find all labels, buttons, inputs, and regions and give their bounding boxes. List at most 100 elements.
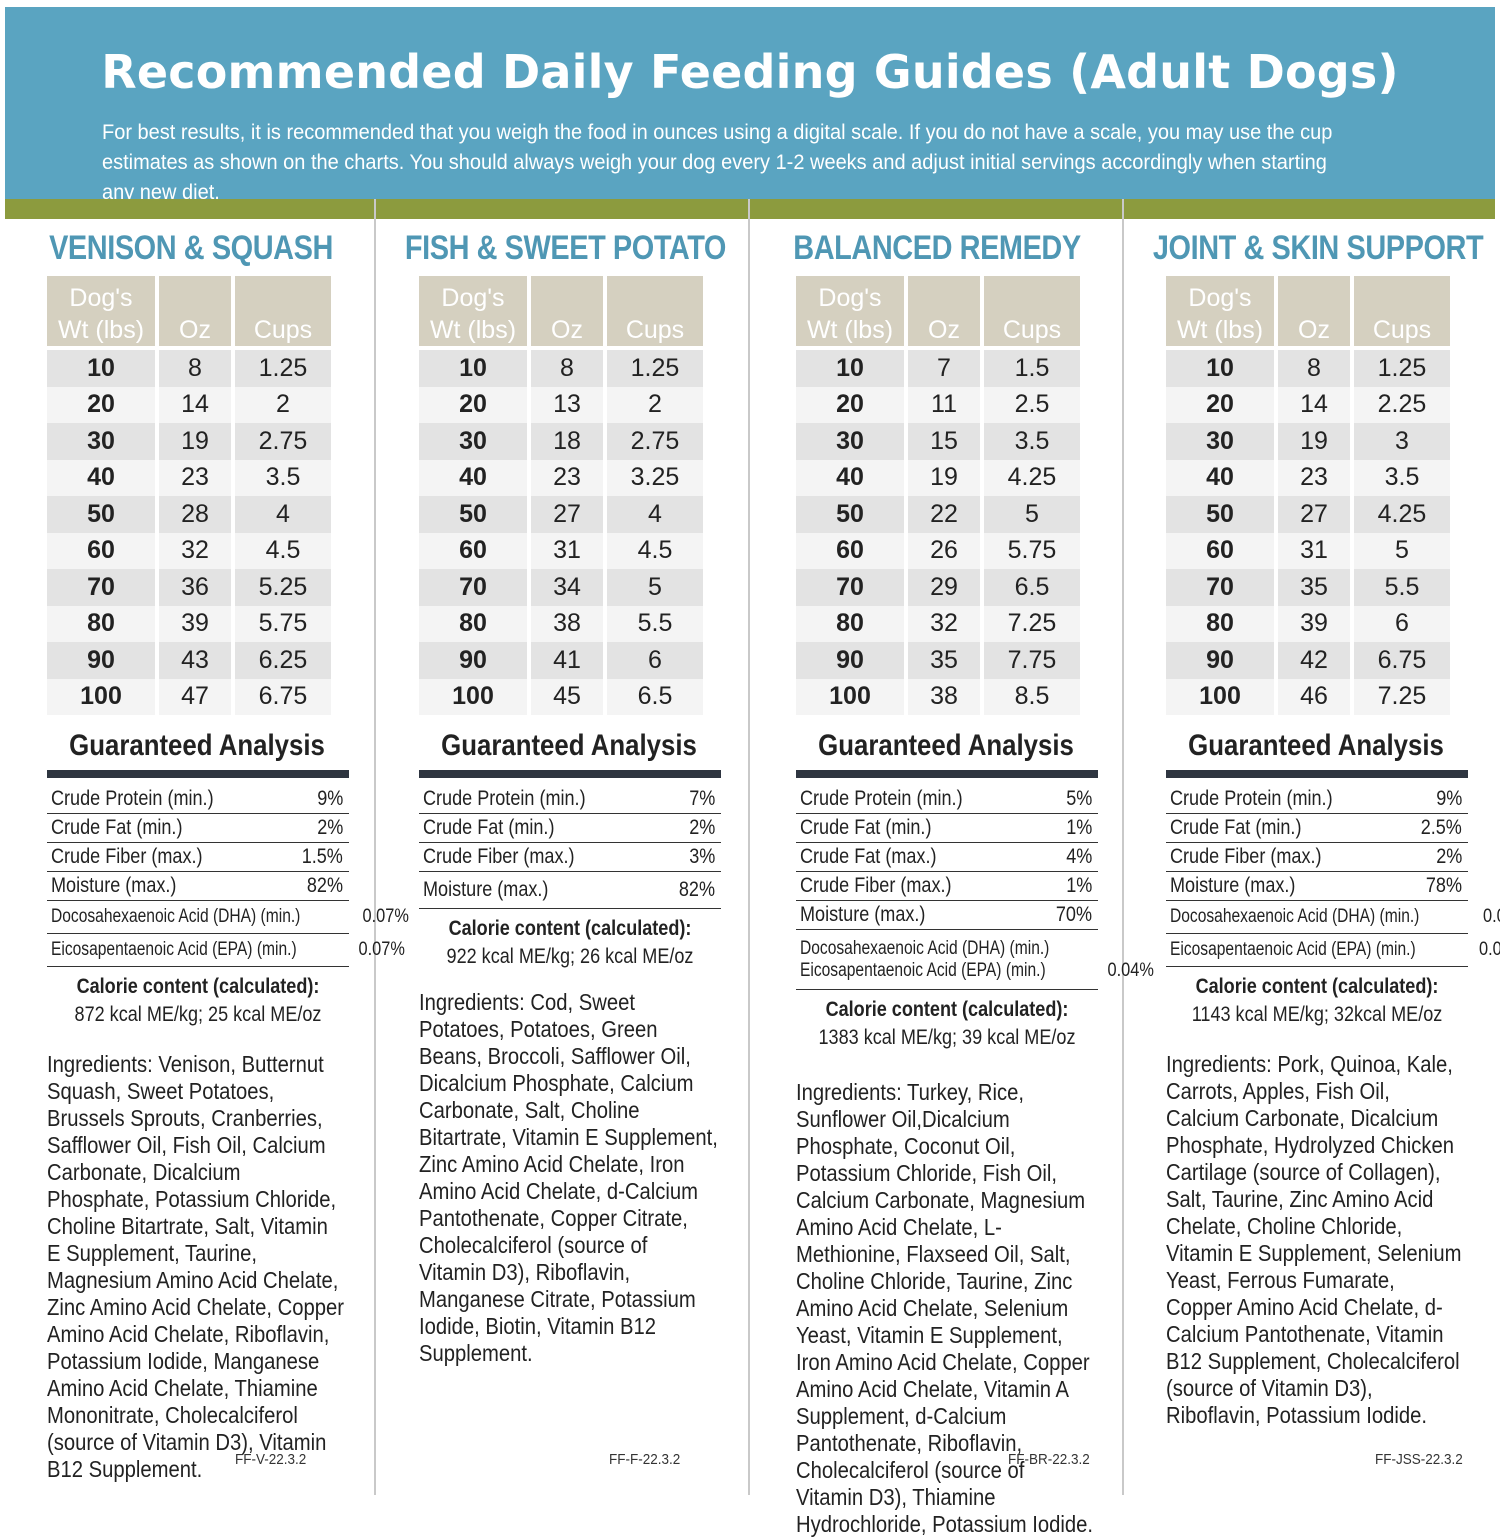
analysis-title: Guaranteed Analysis xyxy=(69,729,325,762)
analysis-label: Crude Fat (min.) xyxy=(51,816,183,839)
analysis-value: 0.035% xyxy=(1478,939,1500,960)
calorie-content: Calorie content (calculated): 1383 kcal M… xyxy=(796,996,1098,1052)
analysis-value: 3% xyxy=(688,845,715,868)
header-dog-weight: Dog's Wt (lbs) xyxy=(796,276,904,346)
header-dog-weight: Dog's Wt (lbs) xyxy=(1166,276,1274,346)
header-dog-weight-line2: Wt (lbs) xyxy=(429,316,517,344)
table-row: 80 39 5.75 xyxy=(47,605,331,642)
cell-oz: 43 xyxy=(159,642,231,679)
table-row: 10 7 1.5 xyxy=(796,350,1080,387)
cell-weight: 60 xyxy=(1166,532,1274,569)
analysis-value: 78% xyxy=(1425,874,1462,897)
analysis-label: Crude Fat (min.) xyxy=(1170,816,1302,839)
analysis-title: Guaranteed Analysis xyxy=(1188,729,1444,762)
analysis-row: Crude Fiber (max.) 1% xyxy=(796,872,1098,901)
analysis-value: 0.07% xyxy=(362,906,409,927)
calorie-content: Calorie content (calculated): 1143 kcal M… xyxy=(1166,973,1468,1029)
cell-cups: 3.5 xyxy=(1354,459,1450,496)
column-title: JOINT & SKIN SUPPORT xyxy=(1152,229,1484,267)
analysis-label: Crude Protein (min.) xyxy=(423,787,586,810)
header-oz: Oz xyxy=(159,276,231,346)
cell-oz: 29 xyxy=(908,569,980,606)
cell-oz: 15 xyxy=(908,423,980,460)
cell-cups: 3.5 xyxy=(235,459,331,496)
cell-oz: 36 xyxy=(159,569,231,606)
cell-cups: 4 xyxy=(607,496,703,533)
analysis-row: Moisture (max.) 70% xyxy=(796,901,1098,930)
cell-oz: 38 xyxy=(908,678,980,715)
cell-weight: 80 xyxy=(47,605,155,642)
product-code: FF-F-22.3.2 xyxy=(609,1451,681,1468)
cell-weight: 60 xyxy=(796,532,904,569)
calorie-value: 1383 kcal ME/kg; 39 kcal ME/oz xyxy=(818,1026,1076,1049)
column-joint-skin-support: JOINT & SKIN SUPPORT Dog's Wt (lbs) Oz Cups 1… xyxy=(1125,219,1500,1495)
analysis-row: Moisture (max.) 82% xyxy=(419,872,721,909)
analysis-label: Eicosapentaenoic Acid (EPA) (min.) xyxy=(800,959,1046,981)
table-row: 80 32 7.25 xyxy=(796,605,1080,642)
cell-weight: 30 xyxy=(419,423,527,460)
cell-weight: 50 xyxy=(796,496,904,533)
cell-cups: 3.25 xyxy=(607,459,703,496)
table-row: 100 46 7.25 xyxy=(1166,678,1450,715)
analysis-value: 0.025% xyxy=(1483,906,1500,927)
cell-weight: 90 xyxy=(796,642,904,679)
analysis-row: Docosahexaenoic Acid (DHA) (min.) 0.07% xyxy=(47,901,409,934)
table-row: 40 19 4.25 xyxy=(796,459,1080,496)
analysis-value: 2% xyxy=(688,816,715,839)
table-row: 50 27 4 xyxy=(419,496,703,533)
cell-oz: 23 xyxy=(531,459,603,496)
table-row: 90 43 6.25 xyxy=(47,642,331,679)
table-row: 60 31 5 xyxy=(1166,532,1450,569)
cell-cups: 8.5 xyxy=(984,678,1080,715)
analysis-rule xyxy=(1166,770,1468,778)
analysis-row: Crude Fat (min.) 2.5% xyxy=(1166,814,1468,843)
cell-weight: 10 xyxy=(47,350,155,387)
cell-cups: 5.75 xyxy=(235,605,331,642)
analysis-row: Moisture (max.) 82% xyxy=(47,872,349,901)
cell-cups: 4.5 xyxy=(607,532,703,569)
cell-cups: 2 xyxy=(235,386,331,423)
cell-weight: 100 xyxy=(796,678,904,715)
analysis-value: 2.5% xyxy=(1420,816,1462,839)
analysis-row: Moisture (max.) 78% xyxy=(1166,872,1468,901)
analysis-label: Eicosapentaenoic Acid (EPA) (min.) xyxy=(51,939,297,960)
cell-cups: 5 xyxy=(607,569,703,606)
table-row: 20 11 2.5 xyxy=(796,386,1080,423)
table-row: 60 32 4.5 xyxy=(47,532,331,569)
analysis-label: Docosahexaenoic Acid (DHA) (min.) xyxy=(800,937,1050,959)
cell-oz: 11 xyxy=(908,386,980,423)
cell-oz: 27 xyxy=(531,496,603,533)
cell-cups: 5.5 xyxy=(1354,569,1450,606)
cell-oz: 26 xyxy=(908,532,980,569)
analysis-value: 1% xyxy=(1065,874,1092,897)
cell-cups: 4.5 xyxy=(235,532,331,569)
cell-cups: 6.5 xyxy=(607,678,703,715)
table-row: 90 41 6 xyxy=(419,642,703,679)
analysis-row: Crude Fiber (max.) 3% xyxy=(419,843,721,872)
table-row: 40 23 3.5 xyxy=(47,459,331,496)
table-row: 70 29 6.5 xyxy=(796,569,1080,606)
header-cups: Cups xyxy=(235,276,331,346)
cell-cups: 5.75 xyxy=(984,532,1080,569)
feeding-table: Dog's Wt (lbs) Oz Cups 10 8 1.25 20 13 2 30 18 2.75 4… xyxy=(415,276,707,715)
cell-cups: 7.25 xyxy=(1354,678,1450,715)
column-fish-sweet-potato: FISH & SWEET POTATO Dog's Wt (lbs) Oz Cups 10… xyxy=(377,219,749,1495)
cell-oz: 22 xyxy=(908,496,980,533)
analysis-label: Crude Fiber (max.) xyxy=(1170,845,1322,868)
analysis-label: Crude Protein (min.) xyxy=(1170,787,1333,810)
feeding-guide-page: Recommended Daily Feeding Guides (Adult … xyxy=(5,7,1500,1537)
calorie-label: Calorie content (calculated): xyxy=(448,917,692,940)
header-dog-weight-line2: Wt (lbs) xyxy=(57,316,145,344)
cell-oz: 27 xyxy=(1278,496,1350,533)
column-divider xyxy=(748,199,750,1495)
cell-weight: 60 xyxy=(419,532,527,569)
cell-oz: 7 xyxy=(908,350,980,387)
analysis-label: Crude Fiber (max.) xyxy=(800,874,952,897)
analysis-rule xyxy=(419,770,721,778)
header-oz: Oz xyxy=(908,276,980,346)
header-banner: Recommended Daily Feeding Guides (Adult … xyxy=(5,7,1495,204)
header-dog-weight-line1: Dog's xyxy=(69,284,133,312)
cell-cups: 6.5 xyxy=(984,569,1080,606)
cell-oz: 39 xyxy=(159,605,231,642)
analysis-label: Crude Protein (min.) xyxy=(800,787,963,810)
